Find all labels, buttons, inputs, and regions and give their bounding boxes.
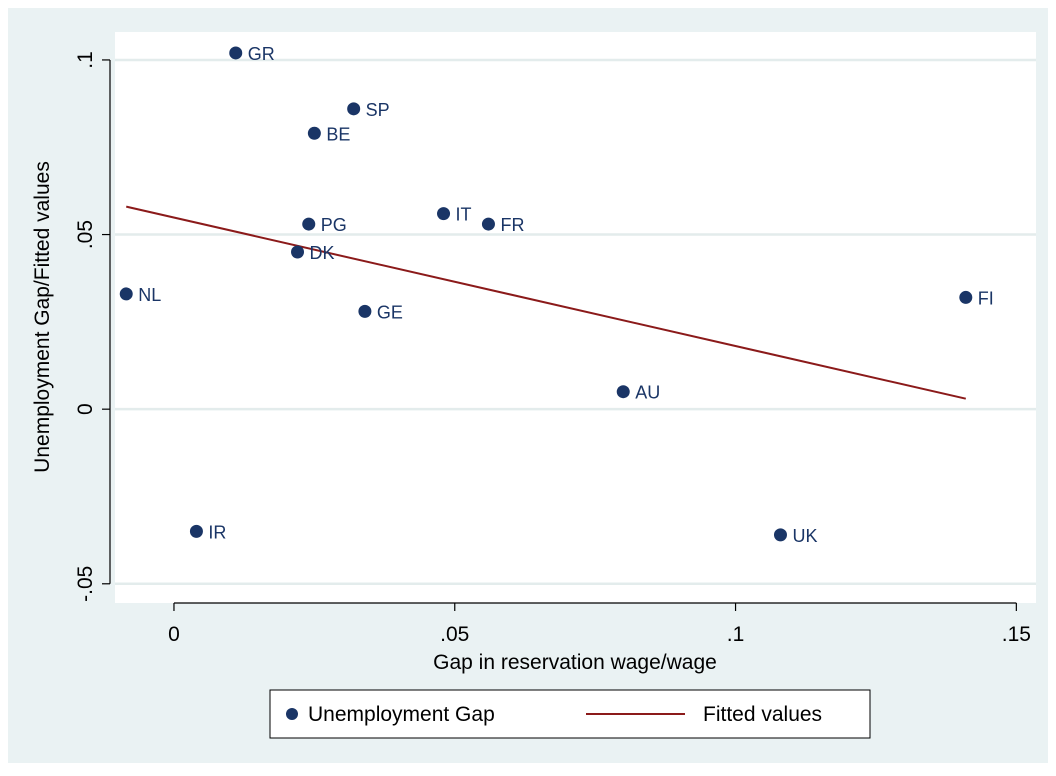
x-tick-label-1: .05	[440, 623, 469, 646]
point-label-ir: IR	[208, 522, 226, 542]
x-tick-label-2: .1	[727, 623, 745, 646]
point-sp	[347, 102, 361, 116]
point-label-uk: UK	[792, 526, 817, 546]
point-nl	[119, 287, 133, 301]
gridlines	[115, 58, 1036, 586]
point-it	[437, 207, 451, 221]
point-label-ge: GE	[377, 302, 403, 322]
x-tick-label-3: .15	[1002, 623, 1031, 646]
y-tick-label-1: 0	[74, 403, 97, 415]
point-label-au: AU	[635, 383, 660, 403]
plot-area	[115, 32, 1036, 603]
point-label-gr: GR	[248, 44, 275, 64]
point-uk	[773, 528, 787, 542]
scatter-points: GR SP BE IT FR PG DK NL FI GE AU IR UK	[119, 44, 994, 546]
point-label-fi: FI	[978, 288, 994, 308]
legend: Unemployment Gap Fitted values	[269, 689, 871, 739]
point-label-fr: FR	[500, 215, 524, 235]
point-ir	[189, 524, 203, 538]
point-label-sp: SP	[366, 100, 390, 120]
legend-label-fitted-values: Fitted values	[703, 703, 822, 726]
point-au	[616, 385, 630, 399]
point-label-it: IT	[456, 205, 472, 225]
point-ge	[358, 304, 372, 318]
point-gr	[229, 46, 243, 60]
point-label-pg: PG	[321, 215, 347, 235]
x-tick-label-0: 0	[168, 623, 180, 646]
y-tick-label-0: -.05	[74, 566, 97, 602]
legend-box	[269, 689, 871, 739]
point-label-nl: NL	[138, 285, 161, 305]
point-fi	[959, 290, 973, 304]
x-axis-title: Gap in reservation wage/wage	[433, 651, 717, 674]
point-be	[307, 126, 321, 140]
fitted-values-line	[126, 205, 967, 400]
y-tick-label-2: .05	[74, 220, 97, 249]
y-axis-title: Unemployment Gap/Fitted values	[31, 161, 54, 473]
point-label-dk: DK	[310, 243, 335, 263]
point-dk	[291, 245, 305, 259]
y-tick-label-3: .1	[74, 51, 97, 69]
fitted-line-group	[126, 205, 967, 400]
axes: -.05 0 .05 .1 0 .05 .1 .15	[74, 51, 1031, 646]
point-pg	[302, 217, 316, 231]
point-fr	[481, 217, 495, 231]
legend-marker-unemployment-gap	[286, 708, 298, 720]
point-label-be: BE	[326, 124, 350, 144]
legend-label-unemployment-gap: Unemployment Gap	[308, 703, 495, 726]
